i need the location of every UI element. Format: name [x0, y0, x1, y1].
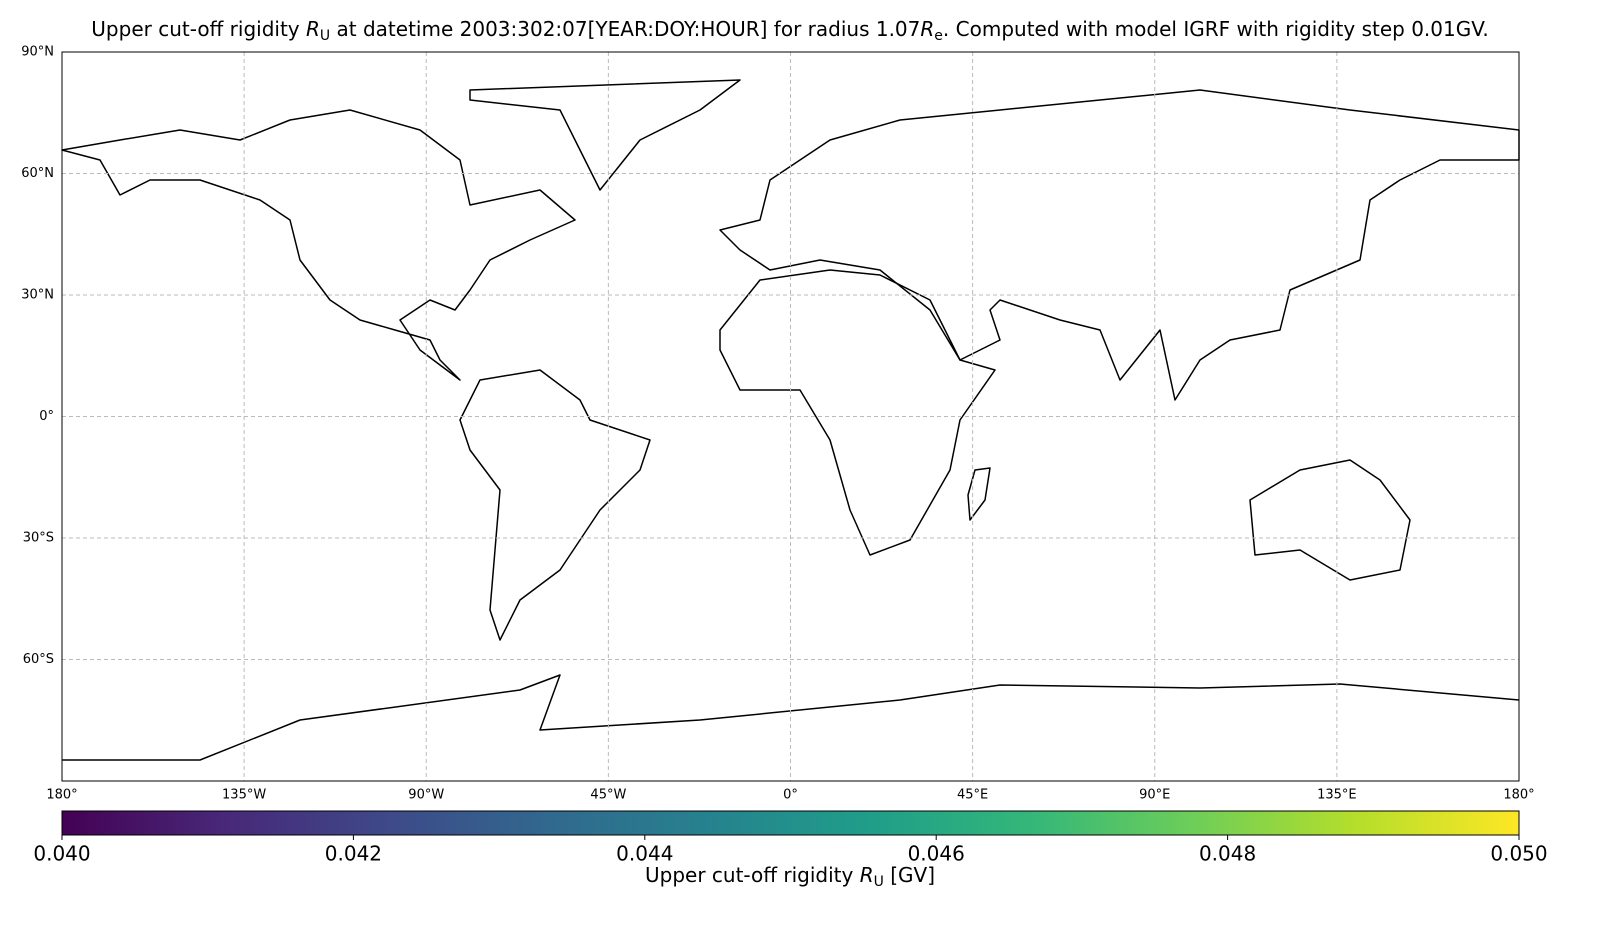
colorbar-tick-label: 0.046 [908, 842, 965, 866]
x-tick-label: 45°E [957, 788, 988, 803]
coast [62, 674, 1520, 761]
x-tick-label: 180° [1503, 788, 1534, 803]
y-tick-label: 90°N [21, 45, 54, 60]
colorbar-label: Upper cut-off rigidity RU [GV] [645, 863, 935, 891]
colorbar-label-part: Upper cut-off rigidity [645, 863, 860, 887]
coast [459, 369, 651, 641]
x-tick-label: 135°W [222, 788, 266, 803]
y-tick-label: 30°N [21, 288, 54, 303]
y-tick-label: 60°S [23, 652, 54, 667]
colorbar-label-part: [GV] [884, 863, 935, 887]
y-tick-label: 0° [39, 409, 54, 424]
chart-title-part: Upper cut-off rigidity [91, 17, 306, 41]
x-tick-label: 45°W [590, 788, 626, 803]
x-tick-label: 90°W [408, 788, 444, 803]
x-tick-label: 90°E [1139, 788, 1170, 803]
colorbar-tick-label: 0.042 [325, 842, 382, 866]
colorbar-tick-label: 0.050 [1490, 842, 1547, 866]
chart-title: Upper cut-off rigidity RU at datetime 20… [91, 17, 1488, 45]
coast [469, 79, 741, 191]
colorbar-label-part: U [874, 874, 884, 890]
x-tick-label: 135°E [1317, 788, 1357, 803]
colorbar-tick-label: 0.044 [616, 842, 673, 866]
colorbar [61, 810, 1520, 836]
x-tick-label: 180° [46, 788, 77, 803]
colorbar-label-part: R [860, 863, 874, 887]
y-tick-label: 60°N [21, 166, 54, 181]
chart-title-part: e [934, 28, 943, 44]
coast [61, 109, 576, 381]
chart-title-part: at datetime 2003:302:07[YEAR:DOY:HOUR] f… [330, 17, 920, 41]
chart-title-part: . Computed with model IGRF with rigidity… [943, 17, 1489, 41]
coast [967, 467, 991, 521]
coast [1249, 459, 1411, 581]
coast [719, 269, 996, 556]
chart-title-part: U [320, 28, 330, 44]
colorbar-tick-label: 0.048 [1199, 842, 1256, 866]
coastlines [61, 79, 1520, 761]
y-tick-label: 30°S [23, 531, 54, 546]
coast [719, 89, 1520, 401]
map-frame [61, 51, 1520, 782]
chart-title-part: R [306, 17, 320, 41]
colorbar-tick-label: 0.040 [33, 842, 90, 866]
x-tick-label: 0° [783, 788, 798, 803]
chart-title-part: R [920, 17, 934, 41]
